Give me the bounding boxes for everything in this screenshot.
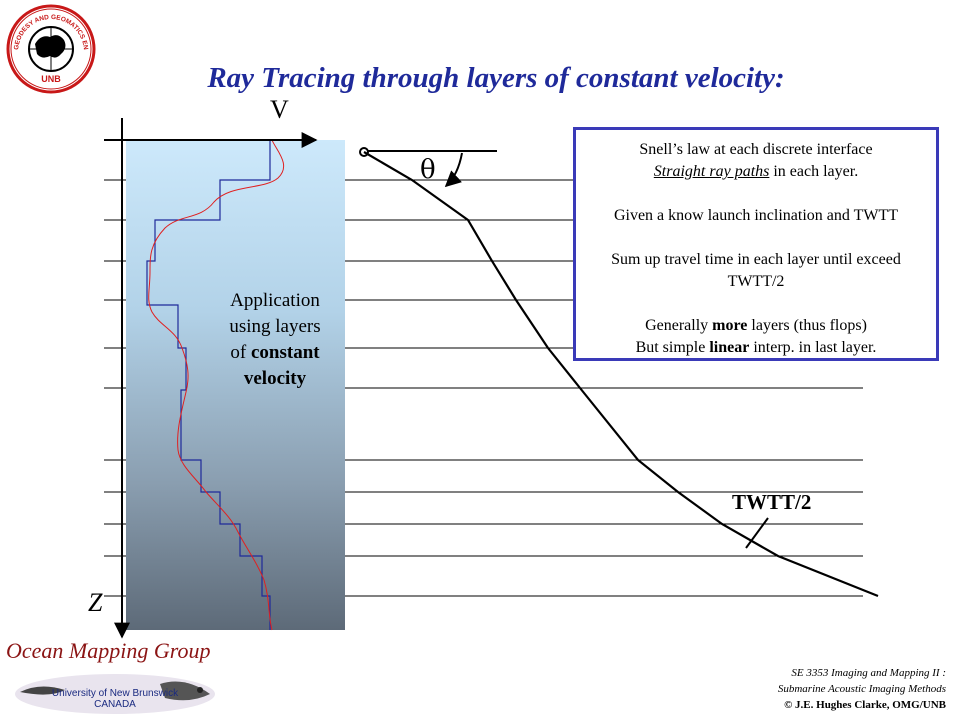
info-bold: linear — [709, 339, 750, 356]
info-text: layers (thus flops) — [747, 317, 867, 334]
info-text: But simple — [635, 339, 710, 356]
caption-text: of — [230, 342, 251, 363]
measured-velocity-profile — [148, 139, 285, 631]
caption-line: using layers — [229, 316, 321, 337]
info-line: Given a know launch inclination and TWTT — [613, 207, 899, 224]
info-text: interp. in last layer. — [749, 339, 877, 356]
info-line: Straight ray paths in each layer. — [576, 161, 936, 183]
caption-line: velocity — [214, 366, 336, 392]
twtt-half-label: TWTT/2 — [732, 490, 811, 514]
info-underlined: Straight ray paths — [653, 163, 770, 180]
theta-label: θ — [420, 155, 436, 185]
info-line: Generally more layers (thus flops) — [576, 315, 936, 337]
unb-geodesy-seal-logo: UNB GEODESY AND GEOMATICS ENGINEERING — [6, 4, 96, 94]
depth-axis-label: Z — [88, 588, 103, 617]
info-line: But simple linear interp. in last layer. — [576, 337, 936, 359]
info-line: Snell’s law at each discrete interface — [639, 141, 873, 158]
info-text: Generally — [645, 317, 713, 334]
course-line: Submarine Acoustic Imaging Methods — [777, 683, 946, 695]
seabed-image-logo — [15, 674, 215, 714]
copyright: © J.E. Hughes Clarke, OMG/UNB — [784, 699, 946, 711]
info-line: TWTT/2 — [727, 273, 785, 290]
info-text: in each layer. — [769, 163, 859, 180]
ocean-mapping-group-name: Ocean Mapping Group — [6, 638, 211, 663]
svg-text:UNB: UNB — [41, 74, 61, 84]
slide-title: Ray Tracing through layers of constant v… — [207, 62, 785, 94]
caption-bold: velocity — [243, 368, 307, 389]
info-bold: more — [712, 317, 748, 334]
course-footer: SE 3353 Imaging and Mapping II : Submari… — [778, 665, 946, 713]
velocity-axis-label: V — [270, 95, 289, 124]
twtt-half-marker — [745, 517, 769, 549]
ray-path — [363, 151, 879, 598]
launch-angle-arc — [444, 152, 463, 188]
unb-line: CANADA — [94, 699, 136, 710]
info-box: Snell’s law at each discrete interface S… — [573, 127, 939, 361]
unb-name: University of New Brunswick CANADA — [30, 688, 200, 710]
unb-line: University of New Brunswick — [51, 688, 179, 699]
caption-line: Application — [230, 290, 320, 311]
course-line: SE 3353 Imaging and Mapping II : — [791, 667, 946, 679]
layered-velocity-profile — [146, 140, 271, 630]
application-caption: Application using layers of constant vel… — [214, 288, 336, 392]
info-line: Sum up travel time in each layer until e… — [611, 251, 901, 268]
caption-bold: constant — [250, 342, 320, 363]
caption-line: of constant — [214, 340, 336, 366]
water-column-panel — [126, 140, 345, 630]
